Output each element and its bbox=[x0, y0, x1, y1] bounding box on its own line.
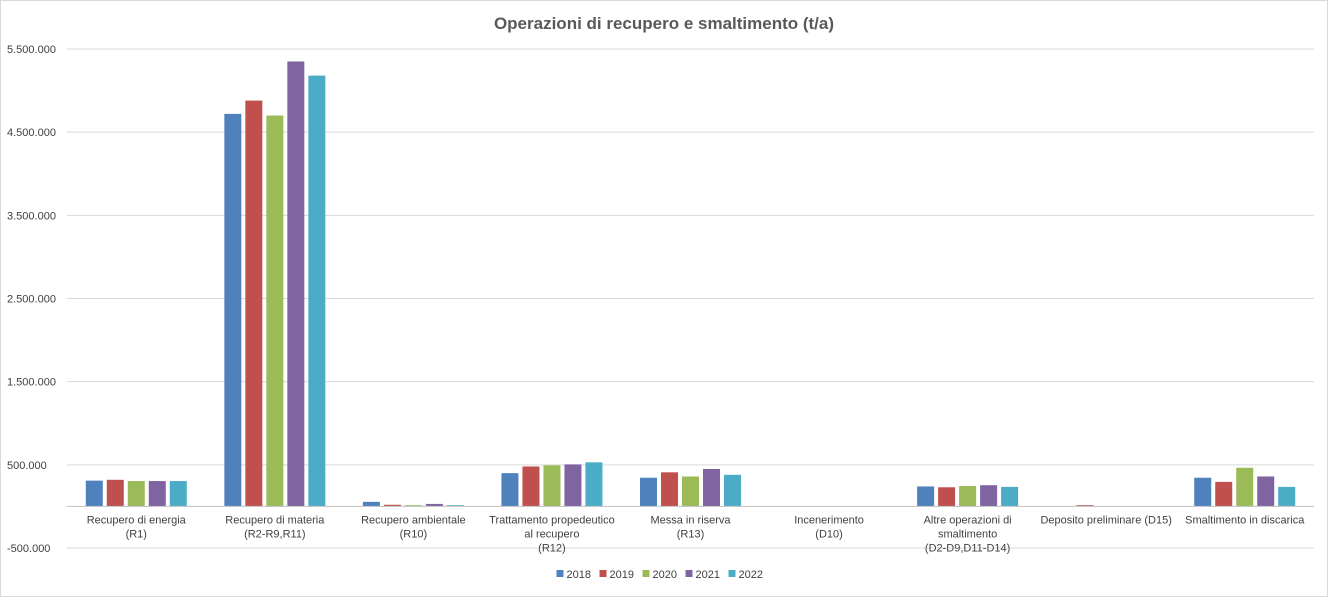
bar-2019 bbox=[245, 100, 263, 507]
bar-2018 bbox=[501, 473, 519, 507]
bar-2019 bbox=[106, 479, 124, 507]
category-label: Trattamento propedeutico al recupero (R12) bbox=[489, 514, 615, 554]
bar-2020 bbox=[682, 476, 699, 507]
bar-2019 bbox=[938, 487, 956, 507]
legend-swatch bbox=[599, 570, 607, 577]
legend-swatch bbox=[556, 570, 564, 577]
legend-swatch bbox=[642, 570, 650, 577]
bar-2020 bbox=[1236, 467, 1254, 507]
bar-2022 bbox=[585, 462, 603, 507]
bar-2020 bbox=[404, 505, 422, 507]
category-label: Messa in riserva (R13) bbox=[650, 514, 731, 540]
bar-2021 bbox=[148, 481, 166, 507]
bar-2018 bbox=[85, 480, 103, 507]
bar-2021 bbox=[425, 503, 443, 507]
bar-2022 bbox=[308, 75, 326, 507]
category-label: Recupero ambientale (R10) bbox=[361, 514, 466, 540]
y-axis-tick-labels: -500.000 500.000 1.500.000 2.500.000 3.500.0… bbox=[7, 44, 56, 555]
bar-2018 bbox=[362, 501, 380, 507]
bar-2018 bbox=[224, 113, 242, 507]
bar-2022 bbox=[1278, 486, 1296, 507]
legend-label: 2022 bbox=[739, 569, 763, 581]
legend-label: 2021 bbox=[696, 569, 720, 581]
y-tick-label: 3.500.000 bbox=[7, 210, 56, 222]
bar-2020 bbox=[543, 465, 561, 507]
y-tick-label: 1.500.000 bbox=[7, 377, 56, 389]
bar-2019 bbox=[1076, 505, 1094, 507]
bar-2021 bbox=[980, 485, 998, 507]
y-tick-label: 500.000 bbox=[7, 460, 47, 472]
bar-2022 bbox=[169, 481, 187, 507]
bar-2020 bbox=[266, 115, 284, 507]
bar-2022 bbox=[1001, 486, 1019, 507]
category-label: Smaltimento in discarica bbox=[1185, 514, 1305, 526]
bar-2019 bbox=[1215, 481, 1233, 507]
bar-2018 bbox=[640, 477, 657, 507]
bar-2019 bbox=[522, 466, 540, 507]
y-tick-label: 5.500.000 bbox=[7, 44, 56, 56]
legend-label: 2020 bbox=[653, 569, 677, 581]
bar-2018 bbox=[917, 486, 935, 507]
legend-label: 2019 bbox=[610, 569, 634, 581]
legend-swatch bbox=[685, 570, 693, 577]
legend: 2018 2019 2020 2021 2022 bbox=[556, 569, 763, 581]
bar-2021 bbox=[703, 468, 720, 507]
y-tick-label: -500.000 bbox=[7, 543, 50, 555]
bar-2020 bbox=[127, 481, 145, 507]
legend-label: 2018 bbox=[567, 569, 591, 581]
category-label: Recupero di materia (R2-R9,R11) bbox=[225, 514, 325, 540]
legend-swatch bbox=[728, 570, 736, 577]
bars bbox=[85, 61, 1296, 507]
y-tick-label: 4.500.000 bbox=[7, 127, 56, 139]
bar-2020 bbox=[959, 486, 977, 507]
bar-2018 bbox=[1194, 477, 1212, 507]
y-tick-label: 2.500.000 bbox=[7, 294, 56, 306]
bar-2022 bbox=[446, 505, 464, 507]
bar-2021 bbox=[564, 464, 582, 507]
bar-2022 bbox=[724, 474, 741, 507]
category-label: Recupero di energia (R1) bbox=[87, 514, 187, 540]
category-label: Deposito preliminare (D15) bbox=[1040, 514, 1171, 526]
bar-2019 bbox=[661, 472, 678, 507]
chart-title: Operazioni di recupero e smaltimento (t/… bbox=[494, 14, 834, 33]
category-label: Incenerimento (D10) bbox=[794, 514, 864, 540]
bar-2021 bbox=[287, 61, 305, 507]
category-label: Altre operazioni di smaltimento (D2-D9,D11… bbox=[924, 514, 1012, 554]
bar-2021 bbox=[1257, 476, 1275, 507]
bar-2019 bbox=[383, 504, 401, 507]
category-labels: Recupero di energia (R1) Recupero di mater… bbox=[87, 514, 1305, 554]
